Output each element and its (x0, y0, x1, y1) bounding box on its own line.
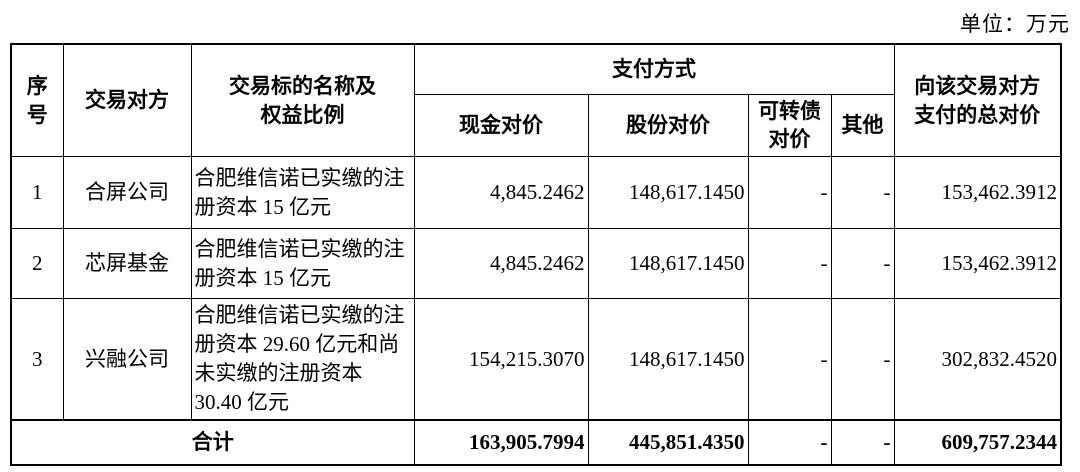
cell-seq: 1 (10, 156, 64, 230)
cell-seq: 2 (10, 228, 64, 300)
total-other: - (830, 419, 895, 466)
header-cash: 现金对价 (413, 93, 589, 158)
header-target: 交易标的名称及 权益比例 (190, 43, 415, 158)
total-row: 合计 163,905.7994 445,851.4350 - - 609,757… (10, 419, 1062, 466)
cell-counterparty: 芯屏基金 (62, 228, 192, 300)
header-payment-method: 支付方式 (413, 43, 895, 95)
cell-other: - (830, 228, 895, 300)
header-other: 其他 (830, 93, 895, 158)
cell-total: 153,462.3912 (893, 228, 1062, 300)
table-row: 2 芯屏基金 合肥维信诺已实缴的注册资本 15 亿元 4,845.2462 14… (10, 228, 1062, 300)
cell-target: 合肥维信诺已实缴的注册资本 15 亿元 (190, 156, 415, 230)
header-seq: 序 号 (10, 43, 64, 158)
cell-target: 合肥维信诺已实缴的注册资本 15 亿元 (190, 228, 415, 300)
cell-other: - (830, 156, 895, 230)
total-shares: 445,851.4350 (587, 419, 749, 466)
table-row: 3 兴融公司 合肥维信诺已实缴的注册资本 29.60 亿元和尚未实缴的注册资本 … (10, 298, 1062, 421)
cell-convertible: - (747, 156, 832, 230)
cell-seq: 3 (10, 298, 64, 421)
cell-shares: 148,617.1450 (587, 156, 749, 230)
cell-target: 合肥维信诺已实缴的注册资本 29.60 亿元和尚未实缴的注册资本 30.40 亿… (190, 298, 415, 421)
header-shares: 股份对价 (587, 93, 749, 158)
cell-other: - (830, 298, 895, 421)
total-overall: 609,757.2344 (893, 419, 1062, 466)
cell-counterparty: 兴融公司 (62, 298, 192, 421)
consideration-payment-table: 序 号 交易对方 交易标的名称及 权益比例 支付方式 向该交易对方 支付的总对价… (10, 43, 1062, 467)
header-convertible-bond: 可转债 对价 (747, 93, 832, 158)
header-total-consideration: 向该交易对方 支付的总对价 (893, 43, 1062, 158)
total-label: 合计 (10, 419, 415, 466)
cell-total: 302,832.4520 (893, 298, 1062, 421)
total-convertible: - (747, 419, 832, 466)
cell-counterparty: 合屏公司 (62, 156, 192, 230)
table-row: 1 合屏公司 合肥维信诺已实缴的注册资本 15 亿元 4,845.2462 14… (10, 156, 1062, 230)
header-row-1: 序 号 交易对方 交易标的名称及 权益比例 支付方式 向该交易对方 支付的总对价 (10, 43, 1062, 158)
total-cash: 163,905.7994 (413, 419, 589, 466)
cell-convertible: - (747, 298, 832, 421)
cell-shares: 148,617.1450 (587, 228, 749, 300)
cell-shares: 148,617.1450 (587, 298, 749, 421)
cell-cash: 154,215.3070 (413, 298, 589, 421)
header-counterparty: 交易对方 (62, 43, 192, 158)
unit-note: 单位：万元 (960, 12, 1070, 36)
header-row-2: 现金对价 股份对价 可转债 对价 其他 (11, 93, 1061, 158)
cell-convertible: - (747, 228, 832, 300)
cell-cash: 4,845.2462 (413, 156, 589, 230)
cell-total: 153,462.3912 (893, 156, 1062, 230)
cell-cash: 4,845.2462 (413, 228, 589, 300)
